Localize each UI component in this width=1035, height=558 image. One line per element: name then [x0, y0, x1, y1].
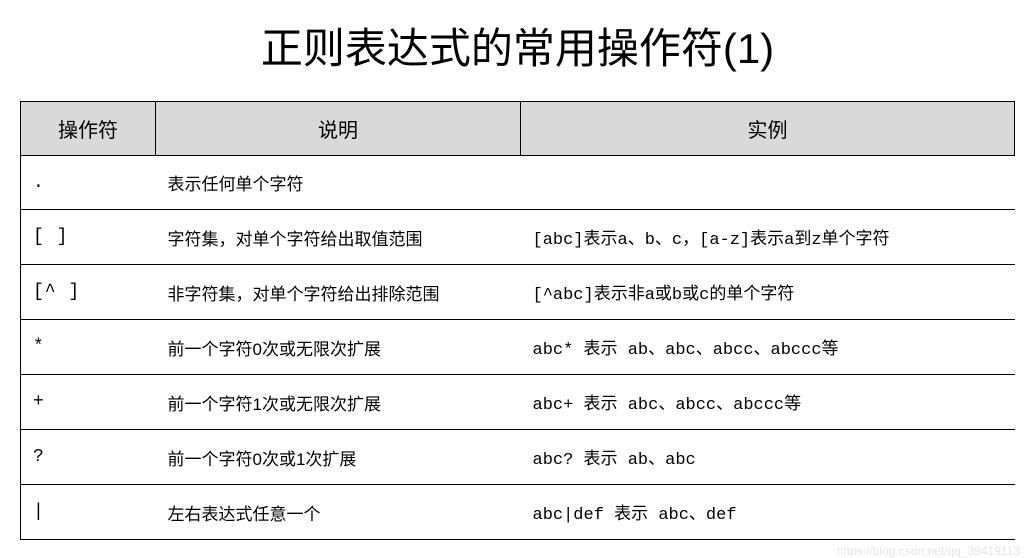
- table-row: | 左右表达式任意一个 abc|def 表示 abc、def: [21, 485, 1015, 540]
- cell-operator: ?: [21, 430, 156, 485]
- cell-description: 前一个字符0次或1次扩展: [156, 430, 521, 485]
- cell-example: [521, 156, 1015, 210]
- regex-operators-table: 操作符 说明 实例 . 表示任何单个字符 [ ] 字符集，对单个字符给出取值范围…: [20, 101, 1015, 540]
- cell-description: 表示任何单个字符: [156, 156, 521, 210]
- table-row: . 表示任何单个字符: [21, 156, 1015, 210]
- page-title: 正则表达式的常用操作符(1): [20, 15, 1015, 76]
- column-header-operator: 操作符: [21, 102, 156, 156]
- cell-operator: .: [21, 156, 156, 210]
- cell-operator: [ ]: [21, 210, 156, 265]
- cell-example: abc|def 表示 abc、def: [521, 485, 1015, 540]
- cell-operator: |: [21, 485, 156, 540]
- column-header-example: 实例: [521, 102, 1015, 156]
- table-row: * 前一个字符0次或无限次扩展 abc* 表示 ab、abc、abcc、abcc…: [21, 320, 1015, 375]
- cell-operator: *: [21, 320, 156, 375]
- cell-description: 前一个字符1次或无限次扩展: [156, 375, 521, 430]
- cell-description: 左右表达式任意一个: [156, 485, 521, 540]
- table-row: [^ ] 非字符集，对单个字符给出排除范围 [^abc]表示非a或b或c的单个字…: [21, 265, 1015, 320]
- cell-example: [abc]表示a、b、c，[a-z]表示a到z单个字符: [521, 210, 1015, 265]
- cell-description: 非字符集，对单个字符给出排除范围: [156, 265, 521, 320]
- column-header-description: 说明: [156, 102, 521, 156]
- table-row: [ ] 字符集，对单个字符给出取值范围 [abc]表示a、b、c，[a-z]表示…: [21, 210, 1015, 265]
- watermark-text: https://blog.csdn.net/qq_39419113: [837, 544, 1020, 558]
- cell-example: abc+ 表示 abc、abcc、abccc等: [521, 375, 1015, 430]
- cell-operator: +: [21, 375, 156, 430]
- table-row: + 前一个字符1次或无限次扩展 abc+ 表示 abc、abcc、abccc等: [21, 375, 1015, 430]
- cell-description: 字符集，对单个字符给出取值范围: [156, 210, 521, 265]
- cell-description: 前一个字符0次或无限次扩展: [156, 320, 521, 375]
- cell-example: abc* 表示 ab、abc、abcc、abccc等: [521, 320, 1015, 375]
- table-row: ? 前一个字符0次或1次扩展 abc? 表示 ab、abc: [21, 430, 1015, 485]
- cell-example: [^abc]表示非a或b或c的单个字符: [521, 265, 1015, 320]
- cell-operator: [^ ]: [21, 265, 156, 320]
- table-header-row: 操作符 说明 实例: [21, 102, 1015, 156]
- cell-example: abc? 表示 ab、abc: [521, 430, 1015, 485]
